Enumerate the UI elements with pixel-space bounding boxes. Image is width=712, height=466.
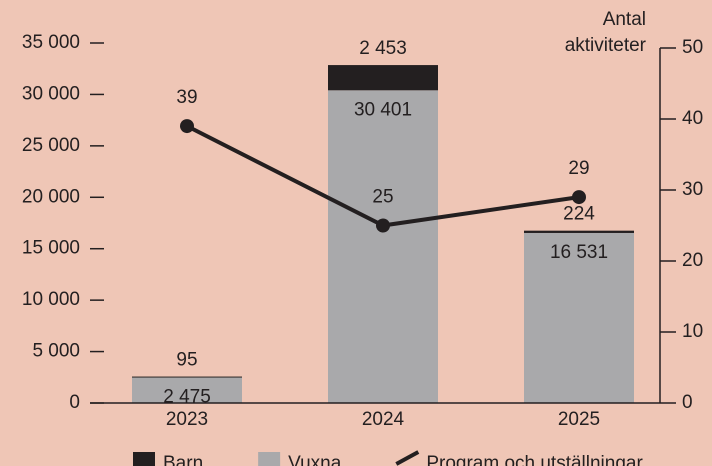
data-label: 224 <box>563 204 595 225</box>
y2-tick-label: 50 <box>682 37 703 58</box>
y2-tick-label: 0 <box>682 392 693 413</box>
y2-axis-label: Antal <box>603 9 646 30</box>
line-point <box>376 218 390 233</box>
y2-axis-label: aktiviteter <box>565 35 647 56</box>
y-tick-label: 5 000 <box>32 341 80 362</box>
data-label: 25 <box>372 187 393 208</box>
legend-swatch <box>395 450 420 466</box>
y-tick-label: 20 000 <box>22 186 80 207</box>
data-label: 29 <box>568 158 589 179</box>
x-tick-label: 2024 <box>362 409 405 430</box>
legend-swatch <box>258 452 281 466</box>
y2-tick-label: 10 <box>682 321 703 342</box>
legend-label: Vuxna <box>288 453 342 466</box>
legend-label: Barn <box>163 453 203 466</box>
y-tick-label: 25 000 <box>22 135 80 156</box>
bar-segment <box>132 377 242 403</box>
data-label: 30 401 <box>354 99 412 120</box>
data-label: 95 <box>176 350 197 371</box>
bar-segment <box>132 376 242 378</box>
y-tick-label: 35 000 <box>22 32 80 53</box>
y2-tick-label: 40 <box>682 108 703 129</box>
bar-segment <box>524 232 634 403</box>
y-tick-label: 10 000 <box>22 289 80 310</box>
bar-segment <box>328 65 438 91</box>
legend-swatch <box>133 452 155 466</box>
x-tick-label: 2023 <box>166 409 208 430</box>
data-label: 16 531 <box>550 242 608 263</box>
y2-tick-label: 20 <box>682 250 703 271</box>
y-tick-label: 0 <box>69 392 80 413</box>
y2-tick-label: 30 <box>682 179 703 200</box>
data-label: 39 <box>176 87 197 108</box>
legend-label: Program och utställningar <box>426 453 643 466</box>
bar-segment <box>328 90 438 403</box>
y-tick-label: 15 000 <box>22 238 80 259</box>
data-label: 2 453 <box>359 38 407 59</box>
line-point <box>180 119 194 134</box>
y-tick-label: 30 000 <box>22 83 80 104</box>
bar-segment <box>524 230 634 233</box>
x-tick-label: 2025 <box>558 409 600 430</box>
line-point <box>572 190 586 205</box>
data-label: 2 475 <box>163 387 211 408</box>
